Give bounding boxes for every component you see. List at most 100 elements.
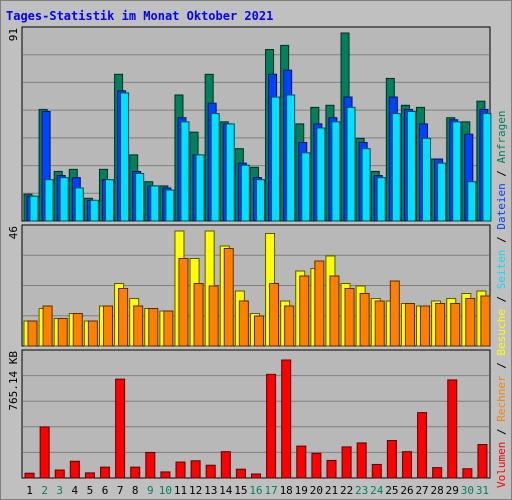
bar-middle-rechner-day-14 <box>223 248 234 347</box>
bar-middle-rechner-day-12 <box>193 283 204 347</box>
bar-middle-rechner-day-2 <box>42 305 53 347</box>
bar-top-seiten-day-6 <box>104 179 114 222</box>
bar-middle-rechner-day-7 <box>118 288 129 347</box>
legend-separator: / <box>495 230 508 250</box>
bar-top-seiten-day-1 <box>29 195 39 222</box>
bar-top-seiten-day-13 <box>210 113 220 222</box>
bar-bottom-volumen-day-24 <box>371 463 382 479</box>
bar-middle-rechner-day-31 <box>480 295 491 347</box>
x-tick-label-21: 21 <box>325 484 338 497</box>
bar-bottom-volumen-day-19 <box>296 445 307 479</box>
x-tick-label-3: 3 <box>56 484 63 497</box>
bar-bottom-volumen-day-29 <box>447 379 458 479</box>
legend-besuche: Besuche <box>495 309 508 355</box>
bar-bottom-volumen-day-6 <box>100 466 111 479</box>
bar-middle-rechner-day-15 <box>238 300 249 347</box>
bar-top-seiten-day-20 <box>316 127 326 222</box>
bar-middle-rechner-day-17 <box>269 283 280 347</box>
bar-top-seiten-day-29 <box>452 121 462 222</box>
bar-middle-rechner-day-4 <box>72 313 83 347</box>
x-tick-label-20: 20 <box>310 484 323 497</box>
vertical-legend: Volumen / Rechner / Besuche / Seiten / D… <box>495 110 508 488</box>
x-tick-label-28: 28 <box>431 484 444 497</box>
bar-bottom-volumen-day-7 <box>115 378 126 479</box>
bar-top-seiten-day-10 <box>165 189 175 222</box>
bar-bottom-volumen-day-12 <box>190 460 201 479</box>
x-tick-label-6: 6 <box>102 484 109 497</box>
bar-top-seiten-day-16 <box>255 179 265 222</box>
legend-separator: / <box>495 422 508 442</box>
x-tick-label-18: 18 <box>280 484 293 497</box>
bar-bottom-volumen-day-9 <box>145 451 156 479</box>
x-tick-label-10: 10 <box>159 484 172 497</box>
bar-bottom-volumen-day-25 <box>386 440 397 479</box>
legend-separator: / <box>495 356 508 376</box>
bar-middle-rechner-day-9 <box>148 308 159 347</box>
bar-top-seiten-day-5 <box>89 199 99 222</box>
x-tick-label-30: 30 <box>461 484 474 497</box>
bar-middle-rechner-day-22 <box>344 288 355 347</box>
panel-middle-ymax-label: 46 <box>7 226 20 239</box>
bar-middle-rechner-day-13 <box>208 285 219 347</box>
x-tick-label-12: 12 <box>189 484 202 497</box>
bar-bottom-volumen-day-22 <box>341 446 352 479</box>
x-tick-label-13: 13 <box>204 484 217 497</box>
bar-bottom-volumen-day-28 <box>432 467 443 479</box>
x-tick-label-27: 27 <box>415 484 428 497</box>
bar-bottom-volumen-day-27 <box>417 412 428 479</box>
bar-bottom-volumen-day-16 <box>251 473 261 479</box>
legend-volumen: Volumen <box>495 442 508 488</box>
legend-dateien: Dateien <box>495 183 508 229</box>
bar-bottom-volumen-day-26 <box>401 451 412 479</box>
bar-top-seiten-day-9 <box>150 185 160 222</box>
bar-top-seiten-day-18 <box>286 94 296 222</box>
bar-bottom-volumen-day-4 <box>69 460 80 479</box>
bar-top-seiten-day-21 <box>331 121 341 222</box>
bar-middle-rechner-day-5 <box>87 320 98 347</box>
bar-top-seiten-day-14 <box>225 123 235 222</box>
bar-middle-rechner-day-27 <box>420 305 431 347</box>
bar-top-seiten-day-23 <box>361 148 371 222</box>
legend-anfragen: Anfragen <box>495 110 508 163</box>
bar-top-seiten-day-11 <box>180 121 190 222</box>
bar-top-seiten-day-22 <box>346 106 356 222</box>
panel-top-ymax-label: 91 <box>7 28 20 41</box>
bar-top-seiten-day-2 <box>44 179 54 222</box>
x-tick-label-1: 1 <box>26 484 33 497</box>
bar-middle-rechner-day-19 <box>299 275 310 347</box>
bar-middle-rechner-day-16 <box>253 315 264 347</box>
bar-bottom-volumen-day-15 <box>235 468 246 479</box>
bar-top-seiten-day-27 <box>422 137 432 222</box>
bar-middle-rechner-day-26 <box>404 303 415 347</box>
x-tick-label-7: 7 <box>117 484 124 497</box>
bar-bottom-volumen-day-31 <box>477 444 488 479</box>
bar-middle-rechner-day-11 <box>178 258 189 347</box>
x-tick-label-2: 2 <box>41 484 48 497</box>
x-tick-label-5: 5 <box>87 484 94 497</box>
bar-middle-rechner-day-23 <box>359 293 370 347</box>
legend-seiten: Seiten <box>495 250 508 290</box>
bar-bottom-volumen-day-2 <box>39 426 50 479</box>
bar-bottom-volumen-day-11 <box>175 461 186 479</box>
x-tick-label-4: 4 <box>72 484 79 497</box>
bar-middle-rechner-day-30 <box>465 298 476 347</box>
bar-middle-rechner-day-3 <box>57 318 68 347</box>
bar-top-seiten-day-12 <box>195 154 205 222</box>
bar-top-seiten-day-28 <box>437 162 447 222</box>
x-tick-label-22: 22 <box>340 484 353 497</box>
bar-bottom-volumen-day-10 <box>160 471 171 479</box>
x-tick-label-23: 23 <box>355 484 368 497</box>
x-tick-label-17: 17 <box>264 484 277 497</box>
bar-top-seiten-day-3 <box>59 177 69 222</box>
x-tick-label-19: 19 <box>295 484 308 497</box>
bar-middle-rechner-day-25 <box>389 280 400 347</box>
bar-bottom-volumen-day-5 <box>84 472 95 479</box>
bar-top-seiten-day-25 <box>391 113 401 222</box>
bar-bottom-volumen-day-23 <box>356 442 367 479</box>
bar-middle-rechner-day-8 <box>133 305 144 347</box>
x-tick-label-31: 31 <box>476 484 489 497</box>
x-tick-label-9: 9 <box>147 484 154 497</box>
bar-bottom-volumen-day-30 <box>462 468 473 479</box>
x-tick-label-29: 29 <box>446 484 459 497</box>
x-tick-label-11: 11 <box>174 484 187 497</box>
